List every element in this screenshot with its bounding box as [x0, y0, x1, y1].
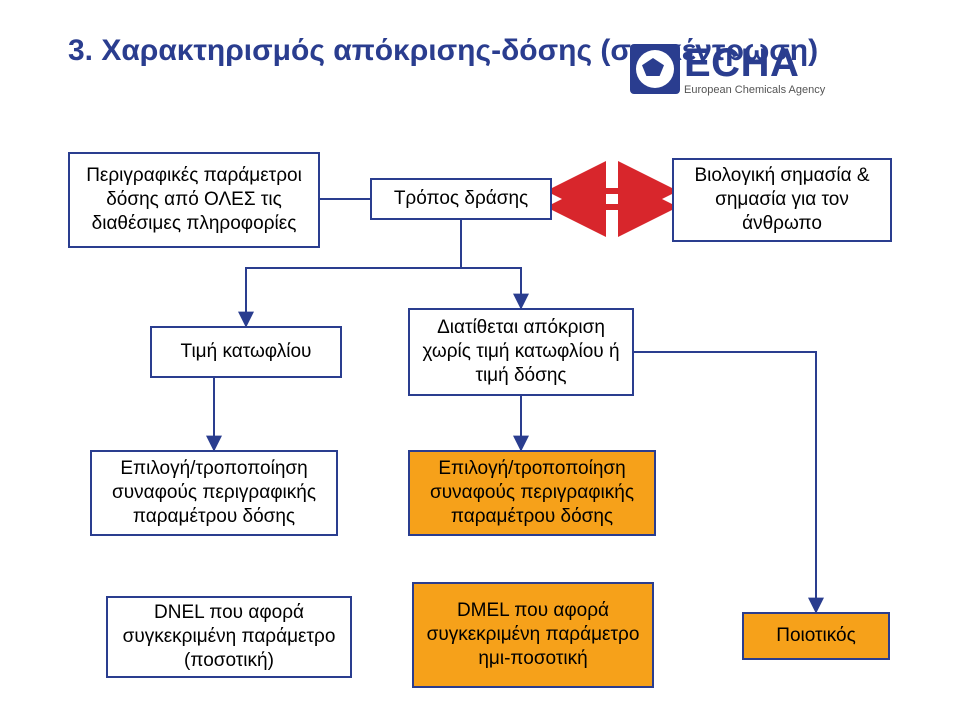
flow-node-n5: Διατίθεται απόκριση χωρίς τιμή κατωφλίου…	[408, 308, 634, 396]
flow-node-n10: Ποιοτικός	[742, 612, 890, 660]
flow-node-n1: Περιγραφικές παράμετροι δόσης από ΟΛΕΣ τ…	[68, 152, 320, 248]
flow-node-n6: Επιλογή/τροποποίηση συναφούς περιγραφική…	[90, 450, 338, 536]
flow-node-n9: DMEL που αφορά συγκεκριμένη παράμετρο ημ…	[412, 582, 654, 688]
echa-logo-text: ECHA	[684, 43, 825, 83]
echa-logo: ECHA European Chemicals Agency	[630, 36, 890, 102]
flow-node-n2: Τρόπος δράσης	[370, 178, 552, 220]
flow-node-n8: DNEL που αφορά συγκεκριμένη παράμετρο (π…	[106, 596, 352, 678]
flow-node-n7: Επιλογή/τροποποίηση συναφούς περιγραφική…	[408, 450, 656, 536]
echa-logo-subtitle: European Chemicals Agency	[684, 85, 825, 96]
flow-node-n4: Τιμή κατωφλίου	[150, 326, 342, 378]
echa-logo-badge	[630, 44, 680, 94]
flow-node-n3: Βιολογική σημασία & σημασία για τον άνθρ…	[672, 158, 892, 242]
